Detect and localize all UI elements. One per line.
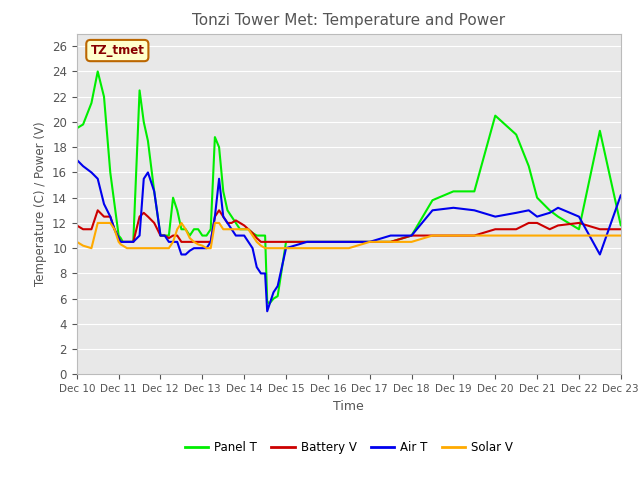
Panel T bbox=[575, 227, 583, 232]
Battery V bbox=[161, 233, 168, 239]
Line: Panel T: Panel T bbox=[77, 72, 621, 304]
Battery V bbox=[94, 207, 102, 213]
Air T bbox=[73, 157, 81, 163]
Air T bbox=[169, 239, 177, 245]
Panel T bbox=[157, 233, 164, 239]
Panel T bbox=[207, 227, 214, 232]
Battery V bbox=[236, 220, 244, 226]
Panel T bbox=[232, 220, 239, 226]
Air T bbox=[492, 214, 499, 219]
Line: Solar V: Solar V bbox=[77, 223, 621, 248]
Legend: Panel T, Battery V, Air T, Solar V: Panel T, Battery V, Air T, Solar V bbox=[180, 436, 518, 459]
Solar V bbox=[575, 233, 583, 239]
Panel T bbox=[513, 132, 520, 137]
Battery V bbox=[617, 227, 625, 232]
Air T bbox=[150, 189, 158, 194]
Line: Battery V: Battery V bbox=[77, 210, 621, 242]
Panel T bbox=[94, 69, 102, 74]
Y-axis label: Temperature (C) / Power (V): Temperature (C) / Power (V) bbox=[33, 122, 47, 286]
Panel T bbox=[266, 301, 273, 307]
Battery V bbox=[177, 239, 185, 245]
Battery V bbox=[117, 239, 125, 245]
Air T bbox=[203, 245, 211, 251]
Battery V bbox=[211, 214, 219, 219]
Solar V bbox=[88, 245, 95, 251]
Solar V bbox=[236, 227, 244, 232]
Solar V bbox=[177, 220, 185, 226]
Air T bbox=[575, 214, 583, 219]
Title: Tonzi Tower Met: Temperature and Power: Tonzi Tower Met: Temperature and Power bbox=[192, 13, 506, 28]
X-axis label: Time: Time bbox=[333, 400, 364, 413]
Panel T bbox=[73, 125, 81, 131]
Air T bbox=[228, 227, 236, 232]
Solar V bbox=[73, 239, 81, 245]
Solar V bbox=[513, 233, 520, 239]
Panel T bbox=[173, 207, 181, 213]
Text: TZ_tmet: TZ_tmet bbox=[90, 44, 144, 57]
Air T bbox=[264, 309, 271, 314]
Battery V bbox=[73, 223, 81, 228]
Solar V bbox=[161, 245, 168, 251]
Battery V bbox=[575, 220, 583, 226]
Panel T bbox=[617, 223, 625, 228]
Line: Air T: Air T bbox=[77, 160, 621, 312]
Air T bbox=[617, 192, 625, 198]
Solar V bbox=[617, 233, 625, 239]
Battery V bbox=[513, 227, 520, 232]
Solar V bbox=[94, 220, 102, 226]
Solar V bbox=[211, 220, 219, 226]
